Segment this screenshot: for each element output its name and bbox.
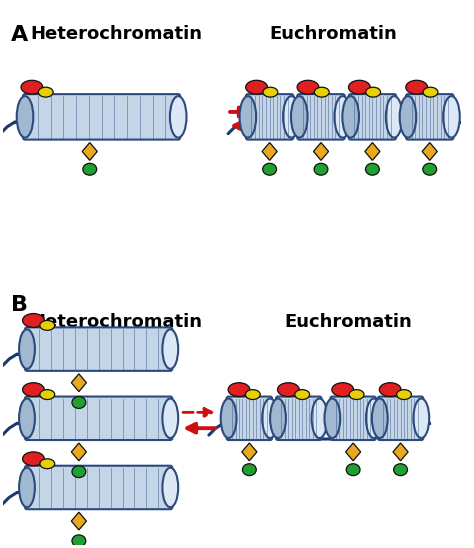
Ellipse shape <box>348 81 370 94</box>
Ellipse shape <box>262 398 278 438</box>
Polygon shape <box>346 443 361 461</box>
Ellipse shape <box>283 96 300 138</box>
Ellipse shape <box>19 467 35 507</box>
Polygon shape <box>365 142 380 161</box>
Ellipse shape <box>406 81 428 94</box>
Ellipse shape <box>365 163 379 175</box>
Ellipse shape <box>295 390 310 399</box>
Ellipse shape <box>277 383 299 397</box>
FancyBboxPatch shape <box>406 94 454 140</box>
Ellipse shape <box>163 398 178 438</box>
Ellipse shape <box>23 383 44 397</box>
FancyBboxPatch shape <box>276 397 321 440</box>
FancyBboxPatch shape <box>297 94 345 140</box>
Ellipse shape <box>349 390 364 399</box>
Ellipse shape <box>263 87 278 97</box>
Ellipse shape <box>314 87 329 97</box>
Ellipse shape <box>228 383 250 397</box>
Ellipse shape <box>291 96 308 138</box>
Ellipse shape <box>83 163 97 175</box>
Ellipse shape <box>325 398 340 438</box>
Ellipse shape <box>246 390 260 399</box>
Ellipse shape <box>72 397 86 408</box>
Ellipse shape <box>17 96 33 138</box>
Ellipse shape <box>423 87 438 97</box>
FancyBboxPatch shape <box>330 397 376 440</box>
FancyBboxPatch shape <box>227 397 272 440</box>
Ellipse shape <box>72 535 86 547</box>
Ellipse shape <box>23 452 44 466</box>
Ellipse shape <box>239 96 256 138</box>
Polygon shape <box>71 443 86 461</box>
Ellipse shape <box>221 398 237 438</box>
Polygon shape <box>262 142 277 161</box>
Ellipse shape <box>400 96 416 138</box>
Polygon shape <box>242 443 257 461</box>
Ellipse shape <box>386 96 402 138</box>
FancyBboxPatch shape <box>25 327 172 371</box>
Ellipse shape <box>335 96 351 138</box>
Ellipse shape <box>443 96 460 138</box>
Text: Heterochromatin: Heterochromatin <box>30 25 202 43</box>
Polygon shape <box>393 443 408 461</box>
Polygon shape <box>82 142 97 161</box>
Text: Euchromatin: Euchromatin <box>270 25 397 43</box>
Ellipse shape <box>311 398 328 438</box>
Ellipse shape <box>270 398 286 438</box>
Text: B: B <box>11 295 27 315</box>
Text: Heterochromatin: Heterochromatin <box>30 312 202 330</box>
Ellipse shape <box>342 96 359 138</box>
Text: A: A <box>11 25 28 45</box>
Polygon shape <box>71 512 86 530</box>
Ellipse shape <box>366 398 382 438</box>
Ellipse shape <box>242 464 256 476</box>
Ellipse shape <box>23 313 44 327</box>
Ellipse shape <box>297 81 319 94</box>
Polygon shape <box>71 374 86 392</box>
FancyBboxPatch shape <box>23 94 180 140</box>
Ellipse shape <box>346 464 360 476</box>
Ellipse shape <box>379 383 401 397</box>
Polygon shape <box>313 142 328 161</box>
Ellipse shape <box>423 163 437 175</box>
Ellipse shape <box>332 383 354 397</box>
FancyBboxPatch shape <box>378 397 423 440</box>
Ellipse shape <box>314 163 328 175</box>
Ellipse shape <box>40 321 55 330</box>
Ellipse shape <box>246 81 267 94</box>
Ellipse shape <box>170 96 186 138</box>
FancyBboxPatch shape <box>349 94 396 140</box>
Ellipse shape <box>397 390 411 399</box>
Ellipse shape <box>413 398 429 438</box>
Ellipse shape <box>263 163 276 175</box>
FancyBboxPatch shape <box>246 94 293 140</box>
Ellipse shape <box>40 390 55 399</box>
Ellipse shape <box>163 467 178 507</box>
Ellipse shape <box>163 329 178 369</box>
Ellipse shape <box>40 459 55 469</box>
Ellipse shape <box>21 81 43 94</box>
FancyBboxPatch shape <box>25 466 172 509</box>
Polygon shape <box>422 142 438 161</box>
Ellipse shape <box>19 398 35 438</box>
FancyBboxPatch shape <box>25 397 172 440</box>
Ellipse shape <box>372 398 388 438</box>
Ellipse shape <box>38 87 53 97</box>
Ellipse shape <box>72 466 86 478</box>
Ellipse shape <box>393 464 408 476</box>
Ellipse shape <box>19 329 35 369</box>
Ellipse shape <box>366 87 381 97</box>
Text: Euchromatin: Euchromatin <box>284 312 412 330</box>
